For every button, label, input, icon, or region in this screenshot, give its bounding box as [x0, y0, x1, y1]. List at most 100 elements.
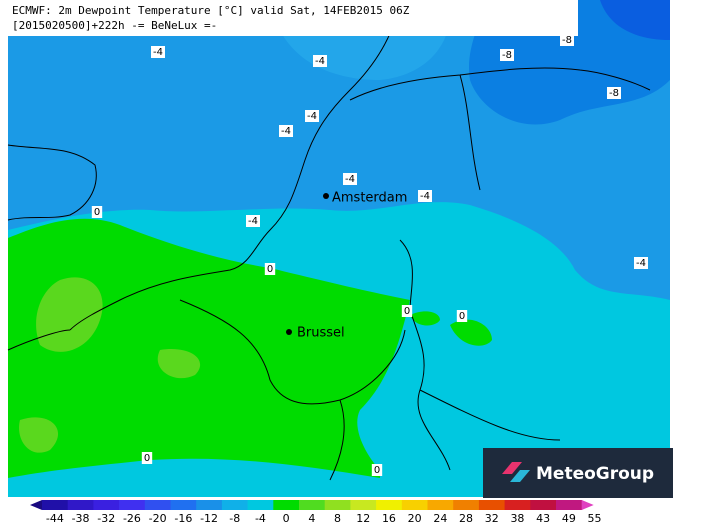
colorbar-label: -38: [72, 512, 90, 525]
coastline: [69, 0, 401, 331]
contour-label-box: [279, 125, 293, 137]
contour-label-box: [607, 87, 621, 99]
colorbar-cell: [247, 500, 274, 510]
colorbar-label: 16: [382, 512, 396, 525]
contour-label-box: [141, 452, 153, 464]
contour-label: -8: [562, 35, 572, 46]
header-line-1: ECMWF: 2m Dewpoint Temperature [°C] vali…: [12, 4, 410, 17]
colorbar-label: -4: [255, 512, 266, 525]
colorbar-label: 20: [408, 512, 422, 525]
green-region: [8, 218, 410, 478]
city-label: Amsterdam: [332, 191, 407, 206]
contour-label: -4: [281, 126, 291, 137]
border-line: [7, 329, 561, 481]
contour-label-box: [401, 305, 413, 317]
contour-label-box: [371, 464, 383, 476]
logo-icon: [510, 470, 530, 482]
colorbar-cell: [42, 500, 69, 510]
colorbar-label: 12: [356, 512, 370, 525]
header-box: [8, 0, 578, 36]
contour-label: -4: [420, 191, 430, 202]
city-marker: [286, 329, 292, 335]
contour-label-box: [305, 110, 319, 122]
colorbar-cell: [67, 500, 94, 510]
contour-label: -4: [153, 47, 163, 58]
contour-label-box: [500, 49, 514, 61]
colorbar-label: -20: [149, 512, 167, 525]
colorbar-cell: [144, 500, 171, 510]
colorbar-cell: [401, 500, 428, 510]
colorbar-cell: [556, 500, 583, 510]
city-marker: [323, 193, 329, 199]
logo-box: [483, 448, 673, 498]
contour-label-box: [560, 34, 574, 46]
colorbar-cell: [170, 500, 197, 510]
colorbar-cell: [530, 500, 557, 510]
colorbar-label: -26: [123, 512, 141, 525]
contour-label-box: [151, 46, 165, 58]
colorbar-arrow: [581, 500, 594, 510]
colorbar-cell: [350, 500, 377, 510]
contour-label-box: [264, 263, 276, 275]
contour-label-box: [456, 310, 468, 322]
colorbar-cell: [196, 500, 223, 510]
colorbar-cell: [453, 500, 480, 510]
coastline: [7, 144, 97, 221]
colorbar-cell: [478, 500, 506, 510]
colorbar-cell: [221, 500, 249, 510]
colorbar-cell: [119, 500, 146, 510]
green-patch: [410, 311, 492, 346]
border-line: [179, 74, 481, 471]
contour-label: -4: [307, 111, 317, 122]
colorbar-cell: [324, 500, 351, 510]
contour-label: -8: [502, 50, 512, 61]
contour-label-box: [91, 206, 103, 218]
colorbar-label: 28: [459, 512, 473, 525]
colorbar-label: 43: [536, 512, 550, 525]
header-line-2: [2015020500]+222h -= BeNeLux =-: [12, 19, 217, 32]
colorbar-arrow: [30, 500, 42, 510]
contour-label-box: [246, 215, 260, 227]
contour-label: 0: [404, 306, 410, 317]
coastline: [349, 67, 651, 101]
colorbar-label: -44: [46, 512, 64, 525]
contour-label-box: [418, 190, 432, 202]
logo-text: MeteoGroup: [536, 464, 654, 484]
colorbar-label: 8: [334, 512, 341, 525]
contour-label: 0: [267, 264, 273, 275]
colorbar-label: 0: [283, 512, 290, 525]
colorbar-cell: [273, 500, 300, 510]
colorbar-label: 49: [562, 512, 576, 525]
contour-labels: -4 -4 -8 -8 -8 -4 -4 -4 -4 -4 0 0 0 0 -4 0 0: [91, 34, 648, 476]
light-green-patch: [19, 277, 201, 453]
contour-label: 0: [374, 465, 380, 476]
contour-label: -4: [636, 258, 646, 269]
contour-label: 0: [144, 453, 150, 464]
contour-label-box: [634, 257, 648, 269]
colorbar-cell: [427, 500, 454, 510]
colorbar-cell: [93, 500, 120, 510]
colorbar-label: -16: [174, 512, 192, 525]
colorbar-label: -12: [200, 512, 218, 525]
city-label: Brussel: [297, 326, 345, 341]
contour-label: -4: [248, 216, 258, 227]
colorbar-label: 38: [510, 512, 524, 525]
contour-label-box: [313, 55, 327, 67]
contour-label: -4: [315, 56, 325, 67]
borders: [7, 0, 651, 481]
colorbar-label: 24: [433, 512, 447, 525]
colorbar-label: -8: [229, 512, 240, 525]
colorbar-cell: [299, 500, 326, 510]
contour-label: -4: [345, 174, 355, 185]
colorbar-label: 55: [588, 512, 602, 525]
contour-label: 0: [459, 311, 465, 322]
contour-label: 0: [94, 207, 100, 218]
darker-blue-region: [600, 0, 670, 40]
colorbar: -44 -38 -32 -26 -20 -16 -12 -8 -4 0 4 8 12 16 20 24 28 32…: [30, 500, 602, 525]
colorbar-label: 4: [308, 512, 315, 525]
colorbar-label: 32: [485, 512, 499, 525]
logo-icon: [502, 462, 522, 474]
colorbar-cell: [504, 500, 531, 510]
colorbar-label: -32: [97, 512, 115, 525]
